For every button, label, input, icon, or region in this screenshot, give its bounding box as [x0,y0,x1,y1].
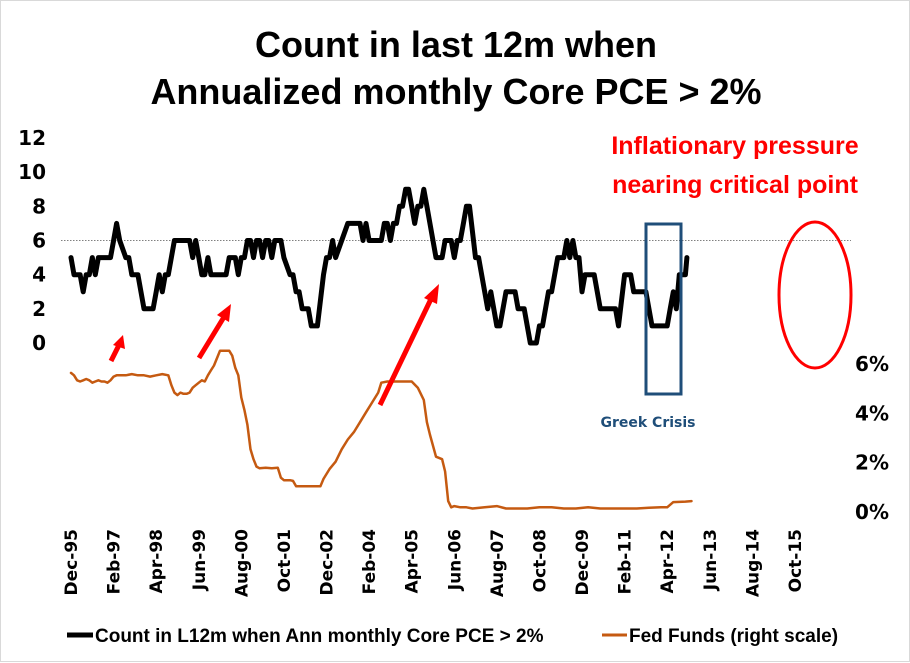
y-left-tick-label: 4 [32,263,46,287]
x-tick-label: Jun-99 [190,529,210,591]
y-left-tick-label: 6 [32,229,46,253]
legend-label-fed-funds: Fed Funds (right scale) [629,626,838,647]
y-left-tick-label: 2 [32,297,46,321]
x-axis: Dec-95 Feb-97 Apr-98 Jun-99 Aug-00 Oct-01 Dec-… [62,529,806,597]
x-tick-label: Jun-13 [701,529,721,591]
critical-point-ellipse [777,220,853,370]
chart-title-line-1: Count in last 12m when [255,24,657,65]
y-right-tick-label: 6% [855,352,889,376]
x-tick-label: Apr-98 [147,529,167,593]
series-group [68,186,693,510]
x-tick-label: Aug-07 [488,529,508,597]
x-tick-label: Aug-14 [743,529,763,597]
x-tick-label: Aug-00 [232,529,252,597]
greek-crisis-label: Greek Crisis [600,415,695,431]
inflation-annotation-line-1: Inflationary pressure [611,132,858,160]
y-left-tick-label: 10 [18,160,46,184]
x-tick-label: Oct-01 [275,529,295,592]
x-tick-label: Dec-02 [318,529,338,595]
red-arrow-1 [108,335,125,363]
red-arrow-2 [196,304,231,360]
y-left-tick-label: 0 [32,331,46,355]
legend: Count in L12m when Ann monthly Core PCE … [67,626,838,647]
greek-crisis-box [644,222,683,396]
y-axis-left: 0 2 4 6 8 10 12 [18,126,46,355]
y-right-tick-label: 0% [855,500,889,524]
x-tick-label: Dec-95 [62,529,82,595]
x-tick-label: Feb-04 [360,529,380,595]
y-axis-right: 0% 2% 4% 6% [855,352,889,524]
x-tick-label: Apr-05 [403,529,423,593]
red-arrow-3 [377,284,439,407]
inflation-annotation-line-2: nearing critical point [612,171,859,199]
x-tick-label: Apr-12 [658,529,678,593]
y-left-tick-label: 8 [32,194,46,218]
x-tick-label: Jun-06 [445,529,465,591]
series-line-core-pce-count [68,186,690,346]
x-tick-label: Oct-15 [786,529,806,592]
y-right-tick-label: 2% [855,451,889,475]
y-right-tick-label: 4% [855,401,889,425]
y-left-tick-label: 12 [18,126,46,150]
x-tick-label: Dec-09 [573,529,593,595]
chart-title-line-2: Annualized monthly Core PCE > 2% [150,71,761,112]
series-line-fed-funds [69,349,693,510]
legend-label-count: Count in L12m when Ann monthly Core PCE … [95,626,544,647]
x-tick-label: Feb-11 [616,529,636,594]
x-tick-label: Oct-08 [530,529,550,592]
x-tick-label: Feb-97 [105,529,125,594]
